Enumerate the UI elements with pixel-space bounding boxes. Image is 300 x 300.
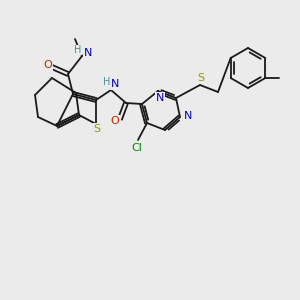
Text: O: O [44,60,52,70]
Text: S: S [197,73,205,83]
Text: N: N [84,48,92,58]
Text: N: N [184,111,192,121]
Text: O: O [111,116,119,126]
Text: S: S [93,124,100,134]
Text: N: N [111,79,119,89]
Text: N: N [156,93,164,103]
Text: Cl: Cl [132,143,142,153]
Text: H: H [103,77,111,87]
Text: H: H [74,45,82,55]
